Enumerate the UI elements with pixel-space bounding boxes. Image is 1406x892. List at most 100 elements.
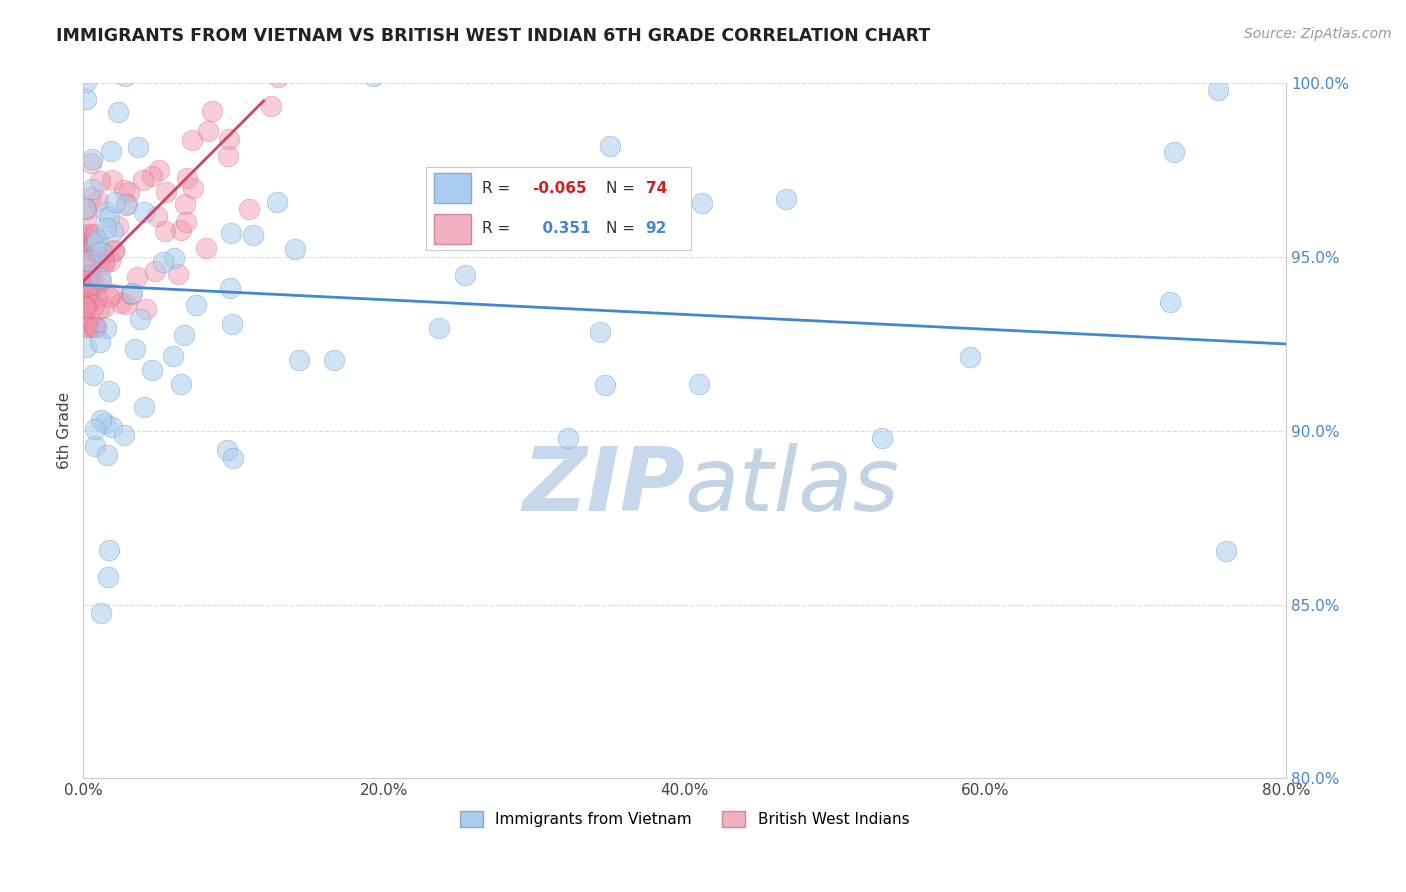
Point [82, 270, 104, 285]
Point [120, 287, 142, 301]
Point [100, 254, 122, 268]
Point [76, 319, 98, 334]
Point [79, 277, 101, 292]
Point [181, 133, 204, 147]
Point [77, 295, 100, 310]
Point [114, 70, 136, 84]
Point [75, 301, 97, 316]
Point [98, 384, 121, 398]
Point [215, 442, 238, 457]
Point [217, 149, 239, 163]
Point [121, 285, 143, 300]
Point [83, 238, 105, 252]
Point [101, 173, 124, 187]
Point [1215, 544, 1237, 558]
Point [86, 233, 108, 247]
Point [101, 420, 124, 434]
Point [77, 267, 100, 281]
Point [96, 220, 118, 235]
Point [73, 202, 96, 216]
Point [97, 211, 120, 225]
Point [93, 257, 115, 271]
Point [557, 431, 579, 445]
Point [93, 245, 115, 260]
Point [83, 319, 105, 334]
Point [90, 413, 112, 427]
Point [118, 186, 141, 200]
Point [94, 321, 117, 335]
Point [219, 281, 242, 295]
Point [115, 198, 138, 212]
Legend: Immigrants from Vietnam, British West Indians: Immigrants from Vietnam, British West In… [454, 805, 915, 833]
Point [83, 298, 105, 312]
Point [76, 268, 98, 283]
Point [89, 173, 111, 187]
Point [76, 285, 98, 300]
Point [284, 242, 307, 256]
Point [76, 318, 98, 332]
Point [83, 228, 105, 243]
Point [73, 235, 96, 250]
Point [86, 277, 108, 292]
Point [688, 376, 710, 391]
Point [94, 417, 117, 431]
Point [93, 300, 115, 314]
Point [77, 227, 100, 241]
Point [141, 169, 163, 183]
Point [76, 289, 98, 303]
Point [84, 235, 107, 250]
Point [599, 138, 621, 153]
Point [184, 298, 207, 312]
Point [107, 105, 129, 120]
Point [75, 340, 97, 354]
Point [155, 185, 177, 199]
Point [132, 400, 155, 414]
Point [162, 252, 184, 266]
Point [222, 451, 245, 466]
Point [124, 343, 146, 357]
Point [593, 378, 616, 392]
Point [86, 244, 108, 259]
Point [219, 226, 242, 240]
Point [775, 192, 797, 206]
Point [110, 296, 132, 310]
Point [90, 607, 112, 621]
Text: ZIP: ZIP [522, 443, 685, 530]
Point [79, 319, 101, 334]
Point [84, 439, 107, 453]
Point [89, 335, 111, 350]
Point [103, 244, 125, 259]
Point [82, 152, 104, 166]
Point [101, 224, 124, 238]
Point [266, 195, 288, 210]
Point [84, 319, 107, 334]
Point [84, 319, 107, 334]
Text: atlas: atlas [685, 443, 900, 530]
Point [201, 103, 224, 118]
Point [690, 195, 713, 210]
Point [96, 448, 118, 462]
Point [75, 202, 97, 217]
Point [84, 422, 107, 436]
Point [86, 291, 108, 305]
Point [260, 99, 283, 113]
Point [75, 299, 97, 313]
Text: IMMIGRANTS FROM VIETNAM VS BRITISH WEST INDIAN 6TH GRADE CORRELATION CHART: IMMIGRANTS FROM VIETNAM VS BRITISH WEST … [56, 27, 931, 45]
Point [73, 268, 96, 283]
Point [84, 227, 107, 241]
Point [75, 92, 97, 106]
Point [82, 244, 104, 258]
Point [170, 377, 193, 392]
Point [80, 155, 103, 169]
Point [73, 227, 96, 242]
Point [82, 368, 104, 383]
Point [870, 431, 893, 445]
Point [235, 59, 257, 73]
Point [197, 124, 219, 138]
Text: Source: ZipAtlas.com: Source: ZipAtlas.com [1244, 27, 1392, 41]
Point [79, 281, 101, 295]
Point [89, 253, 111, 268]
Point [94, 205, 117, 219]
Point [73, 270, 96, 285]
Point [79, 190, 101, 204]
